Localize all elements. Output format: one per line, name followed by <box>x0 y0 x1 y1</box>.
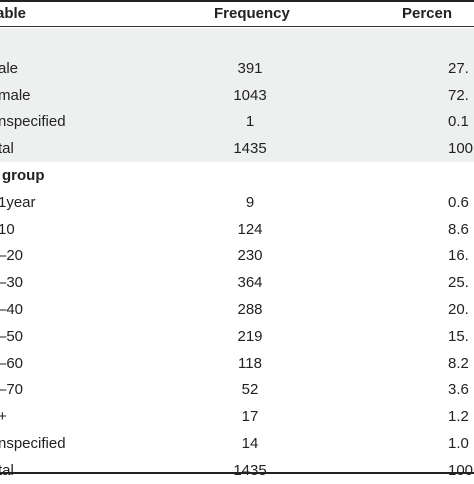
frequency-cell: 52 <box>241 381 259 399</box>
frequency-cell: 9 <box>245 193 255 211</box>
frequency-cell: 1 <box>245 113 255 131</box>
percent-cell: 8.6 <box>448 220 469 238</box>
percent-cell: 1.0 <box>448 435 469 452</box>
percent-cell: 27. <box>448 59 469 77</box>
variable-cell: –20 <box>0 247 24 265</box>
frequency-cell: 118 <box>238 354 262 372</box>
frequency-cell: 1435 <box>233 140 267 158</box>
table-row: ale 391 27. <box>0 54 474 82</box>
table-row: tal 1435 100 <box>0 457 474 484</box>
frequency-cell: 14 <box>241 435 259 452</box>
frequency-cell: 219 <box>237 327 263 345</box>
table-row: +17 1.2 <box>0 403 474 430</box>
table-row: nspecified 14 1.0 <box>0 430 474 457</box>
frequency-cell: 391 <box>237 59 263 77</box>
table-row: –30 364 25. <box>0 269 474 296</box>
table-header-row: able Frequency Percen <box>0 2 474 26</box>
frequency-cell: 124 <box>237 220 263 238</box>
frequency-cell: 230 <box>237 247 263 265</box>
variable-cell: 1year <box>0 193 36 211</box>
percent-cell: 8.2 <box>448 354 469 372</box>
group-label: group <box>2 167 45 184</box>
table-group-row <box>0 28 474 55</box>
percent-cell: 100 <box>448 140 474 158</box>
variable-cell: nspecified <box>0 113 66 131</box>
percent-cell: 16. <box>448 247 469 265</box>
variable-cell: –60 <box>0 354 24 372</box>
variable-cell: tal <box>0 461 14 479</box>
table-row: male 1043 72. <box>0 81 474 109</box>
header-variable: able <box>0 5 27 22</box>
table-row: 10 124 8.6 <box>0 216 474 243</box>
header-percent: Percen <box>402 5 453 22</box>
table-row: –60 118 8.2 <box>0 350 474 377</box>
table-top-rule <box>0 0 474 2</box>
table-row: tal 1435 100 <box>0 135 474 163</box>
percent-cell: 1.2 <box>448 408 469 426</box>
variable-cell: ale <box>0 59 19 77</box>
table-row: 1year 9 0.6 <box>0 189 474 216</box>
variable-cell: 10 <box>0 220 15 238</box>
table-row: –20 230 16. <box>0 242 474 269</box>
frequency-cell: 364 <box>237 274 263 292</box>
variable-cell: tal <box>0 140 14 158</box>
table-row: –50 219 15. <box>0 323 474 350</box>
variable-cell: male <box>0 86 31 104</box>
table-group-row: group <box>0 162 474 189</box>
table-bottom-rule <box>0 472 474 474</box>
header-frequency: Frequency <box>214 5 290 22</box>
table-row: nspecified 1 0.1 <box>0 108 474 136</box>
table-header-rule <box>0 26 474 27</box>
percent-cell: 20. <box>448 301 469 318</box>
percent-cell: 25. <box>448 274 469 292</box>
frequency-cell: 17 <box>241 408 259 426</box>
percent-cell: 72. <box>448 86 469 104</box>
variable-cell: –40 <box>0 301 24 318</box>
table-row: –40 288 20. <box>0 296 474 323</box>
frequency-cell: 1435 <box>233 461 267 479</box>
frequency-cell: 288 <box>237 301 263 318</box>
percent-cell: 0.1 <box>448 113 469 131</box>
percent-cell: 15. <box>448 327 469 345</box>
percent-cell: 0.6 <box>448 193 469 211</box>
percent-cell: 3.6 <box>448 381 469 399</box>
variable-cell: –70 <box>0 381 24 399</box>
table-row: –70 52 3.6 <box>0 376 474 403</box>
variable-cell: nspecified <box>0 435 66 452</box>
variable-cell: –50 <box>0 327 24 345</box>
variable-cell: + <box>0 408 7 426</box>
percent-cell: 100 <box>448 461 474 479</box>
variable-cell: –30 <box>0 274 24 292</box>
frequency-cell: 1043 <box>233 86 267 104</box>
